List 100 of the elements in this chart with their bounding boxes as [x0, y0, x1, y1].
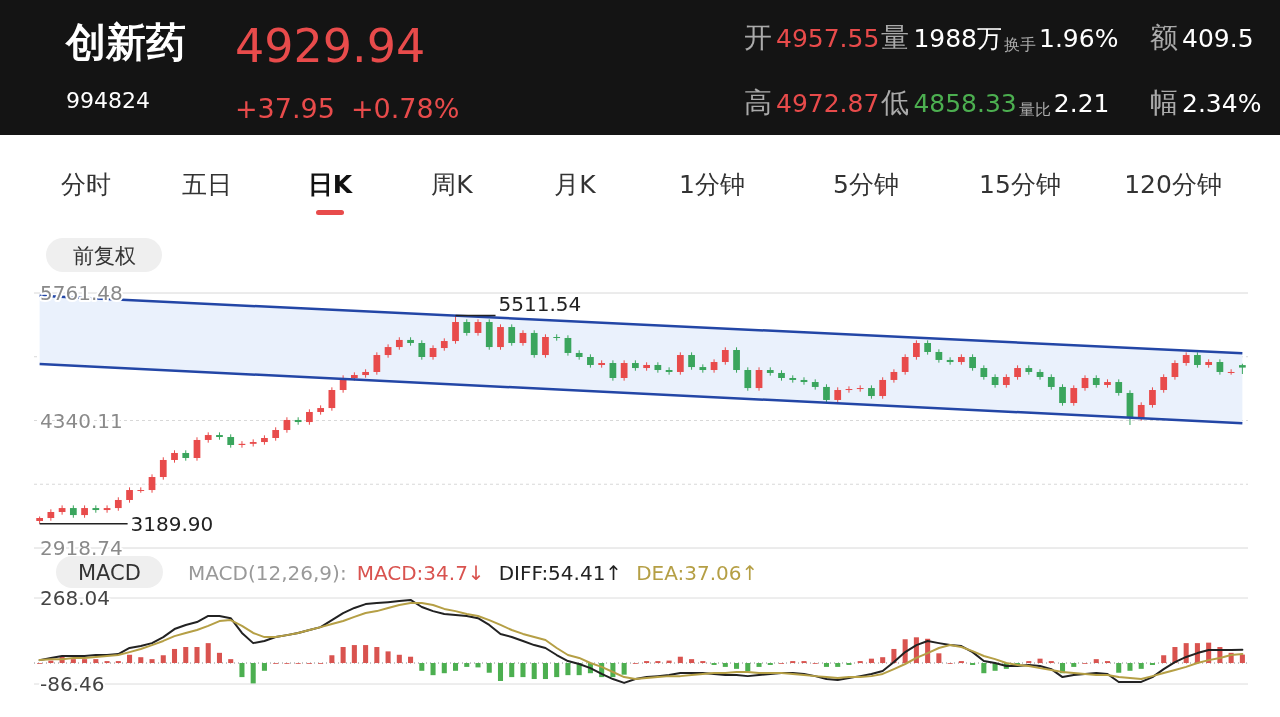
candlestick — [508, 323, 516, 347]
bar — [835, 663, 841, 667]
bar — [183, 647, 189, 664]
bar — [981, 663, 987, 674]
candlestick — [418, 339, 426, 361]
bar — [1127, 663, 1133, 671]
text: 前复权 — [72, 244, 136, 268]
bar — [430, 663, 436, 676]
candlestick — [744, 366, 752, 392]
candlestick — [676, 351, 684, 376]
text: 4972.87 — [776, 89, 880, 118]
text: 月K — [554, 170, 597, 199]
candlestick — [1227, 368, 1235, 376]
candlestick — [879, 376, 887, 400]
text: +0.78% — [350, 93, 460, 124]
text: 低 — [881, 86, 910, 119]
bar — [363, 645, 369, 664]
text: 4858.33 — [913, 89, 1017, 118]
bar — [441, 663, 447, 674]
bar — [93, 659, 99, 664]
bar — [385, 651, 391, 664]
bar — [171, 648, 178, 664]
text: 高 — [744, 86, 772, 119]
text: 五日 — [182, 170, 232, 199]
chart-subtitle: MACD(12,26,9): — [188, 561, 347, 585]
bar — [464, 663, 470, 667]
bar — [374, 647, 380, 664]
text: 日K — [307, 170, 354, 199]
text: 4929.94 — [235, 19, 426, 73]
text: MACD:34.7↓ — [356, 561, 485, 585]
bar — [1037, 658, 1043, 664]
candlestick — [1137, 401, 1145, 422]
text: 幅 — [1150, 86, 1178, 119]
candlestick — [1160, 373, 1168, 394]
bar — [756, 663, 762, 667]
bar — [542, 663, 548, 680]
bar — [1093, 659, 1099, 664]
bar — [149, 659, 155, 664]
candlestick — [137, 486, 145, 494]
bar — [205, 643, 211, 664]
candlestick — [913, 339, 920, 361]
bar — [408, 656, 414, 664]
bar — [565, 663, 571, 676]
series-label: DIFF:54.41↑ — [498, 561, 623, 585]
bar — [554, 663, 560, 678]
candlestick — [823, 383, 830, 404]
candlestick — [1059, 383, 1066, 407]
bar — [868, 658, 874, 664]
y-tick-label: 4340.11 — [40, 408, 123, 433]
bar — [70, 659, 76, 664]
candlestick — [452, 314, 459, 345]
bar — [82, 659, 88, 664]
text: 1分钟 — [679, 170, 745, 199]
text: 4957.55 — [776, 24, 880, 53]
chart-title: MACD — [78, 561, 141, 585]
bar — [419, 663, 425, 671]
candlestick — [530, 329, 538, 359]
candlestick — [542, 333, 549, 359]
bar — [250, 663, 256, 684]
text: 1.96% — [1039, 24, 1119, 53]
text: +37.95 — [235, 93, 335, 124]
text: DEA:37.06↑ — [636, 561, 759, 585]
bar — [453, 663, 459, 671]
text: 2.34% — [1182, 89, 1262, 118]
bar — [351, 645, 357, 664]
bar — [396, 654, 402, 664]
bar — [1161, 655, 1167, 664]
bar — [520, 663, 526, 678]
bar — [160, 655, 166, 664]
text: 994824 — [66, 88, 150, 113]
bar — [531, 663, 537, 680]
candlestick — [497, 323, 504, 351]
bar — [1239, 654, 1245, 664]
annotation: 5511.54 — [498, 292, 582, 317]
bar — [509, 663, 515, 678]
candlestick — [665, 366, 673, 376]
bar — [734, 663, 740, 669]
bar — [880, 657, 886, 664]
text: 周K — [431, 170, 474, 199]
text: 量 — [881, 21, 910, 54]
text: 量比 — [1018, 100, 1051, 119]
candlestick — [553, 333, 561, 342]
candlestick — [47, 508, 55, 522]
bar — [239, 663, 245, 678]
text: 15分钟 — [979, 170, 1061, 199]
text: 409.5 — [1182, 24, 1254, 53]
bar — [340, 647, 346, 664]
bar — [194, 647, 200, 664]
bar — [621, 663, 627, 675]
bar — [1071, 663, 1077, 667]
candlestick — [103, 504, 111, 514]
candlestick — [901, 353, 909, 376]
y-tick-label: -86.46 — [40, 672, 105, 696]
candlestick — [159, 456, 167, 481]
text: 额 — [1150, 21, 1178, 54]
bar — [823, 663, 829, 667]
text: 分时 — [61, 170, 111, 199]
bar — [329, 655, 335, 664]
bar — [261, 663, 267, 671]
bar — [497, 663, 504, 681]
